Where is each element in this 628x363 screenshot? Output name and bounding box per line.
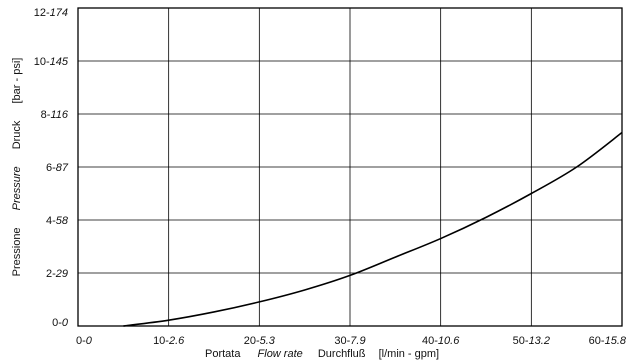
y-tick-labels: 0-0 2-29 4-58 6-87 8-116 10-145 12-174 [34,7,69,329]
y-title-italian: Pressione [11,227,23,276]
y-tick-label: 6-87 [46,162,69,174]
x-title-units: [l/min - gpm] [379,348,440,360]
y-title-german: Druck [11,120,23,149]
grid [78,8,622,326]
x-tick-labels: 0-0 10-2.6 20-5.3 30-7.9 40-10.6 50-13.2 60-15… [76,335,627,347]
y-title-english: Pressure [11,166,23,210]
plot-frame [77,7,623,327]
x-title-english: Flow rate [258,348,303,360]
y-tick-label: 8-116 [41,109,69,121]
x-tick-label: 10-2.6 [153,335,185,347]
x-tick-label: 0-0 [76,335,93,347]
x-tick-label: 40-10.6 [422,335,460,347]
x-tick-label: 30-7.9 [334,335,365,347]
x-title-german: Durchfluß [318,348,366,360]
x-tick-label: 60-15.8 [589,335,627,347]
x-axis-title: Portata Flow rate Durchfluß [l/min - gpm… [205,348,439,360]
y-axis-title: Pressione Pressure Druck [bar - psi] [11,58,23,277]
y-tick-label: 12-174 [34,7,68,19]
x-tick-label: 20-5.3 [244,335,276,347]
y-title-units: [bar - psi] [11,58,23,104]
y-tick-label: 10-145 [34,56,69,68]
x-title-italian: Portata [205,348,241,360]
y-tick-label: 2-29 [46,268,68,280]
y-tick-label: 4-58 [46,215,69,227]
series-line [123,131,623,327]
x-tick-label: 50-13.2 [513,335,550,347]
y-tick-label: 0-0 [52,317,69,329]
